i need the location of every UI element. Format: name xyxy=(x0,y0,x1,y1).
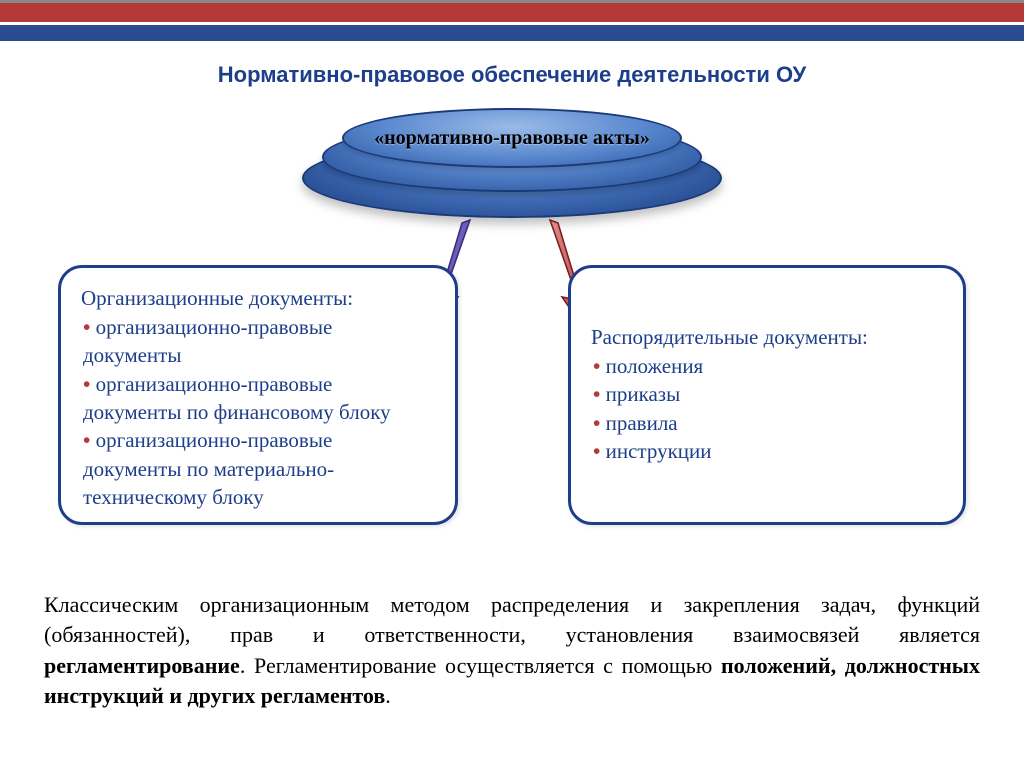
text-pre: Классическим организационным методом рас… xyxy=(44,592,980,647)
left-box-title: Организационные документы: xyxy=(81,286,435,311)
list-item: • организационно-правовые документы по ф… xyxy=(83,370,435,427)
top-red-bar xyxy=(0,0,1024,22)
item-text: положения xyxy=(606,354,704,378)
list-item: • организационно-правовые документы по м… xyxy=(83,426,435,511)
item-text: организационно-правовые документы xyxy=(83,315,332,367)
top-blue-bar xyxy=(0,25,1024,41)
oval-label: «нормативно-правовые акты» xyxy=(374,127,650,150)
item-text: организационно-правовые документы по фин… xyxy=(83,372,391,424)
right-box-title: Распорядительные документы: xyxy=(591,325,943,350)
list-item: • приказы xyxy=(593,380,943,408)
item-text: инструкции xyxy=(606,439,712,463)
oval-stack: «нормативно-правовые акты» xyxy=(312,108,712,218)
item-text: организационно-правовые документы по мат… xyxy=(83,428,334,509)
item-text: приказы xyxy=(606,382,681,406)
right-box: Распорядительные документы: • положения … xyxy=(568,265,966,525)
text-end: . xyxy=(385,683,391,708)
list-item: • организационно-правовые документы xyxy=(83,313,435,370)
right-box-list: • положения • приказы • правила • инстру… xyxy=(591,352,943,465)
bottom-paragraph: Классическим организационным методом рас… xyxy=(44,590,980,711)
list-item: • правила xyxy=(593,409,943,437)
oval-ring-1: «нормативно-правовые акты» xyxy=(342,108,682,168)
list-item: • инструкции xyxy=(593,437,943,465)
left-box: Организационные документы: • организацио… xyxy=(58,265,458,525)
text-bold1: регламентирование xyxy=(44,653,240,678)
item-text: правила xyxy=(606,411,678,435)
list-item: • положения xyxy=(593,352,943,380)
left-box-list: • организационно-правовые документы • ор… xyxy=(81,313,435,511)
text-mid: . Регламентирование осуществляется с пом… xyxy=(240,653,721,678)
page-title: Нормативно-правовое обеспечение деятельн… xyxy=(0,62,1024,88)
